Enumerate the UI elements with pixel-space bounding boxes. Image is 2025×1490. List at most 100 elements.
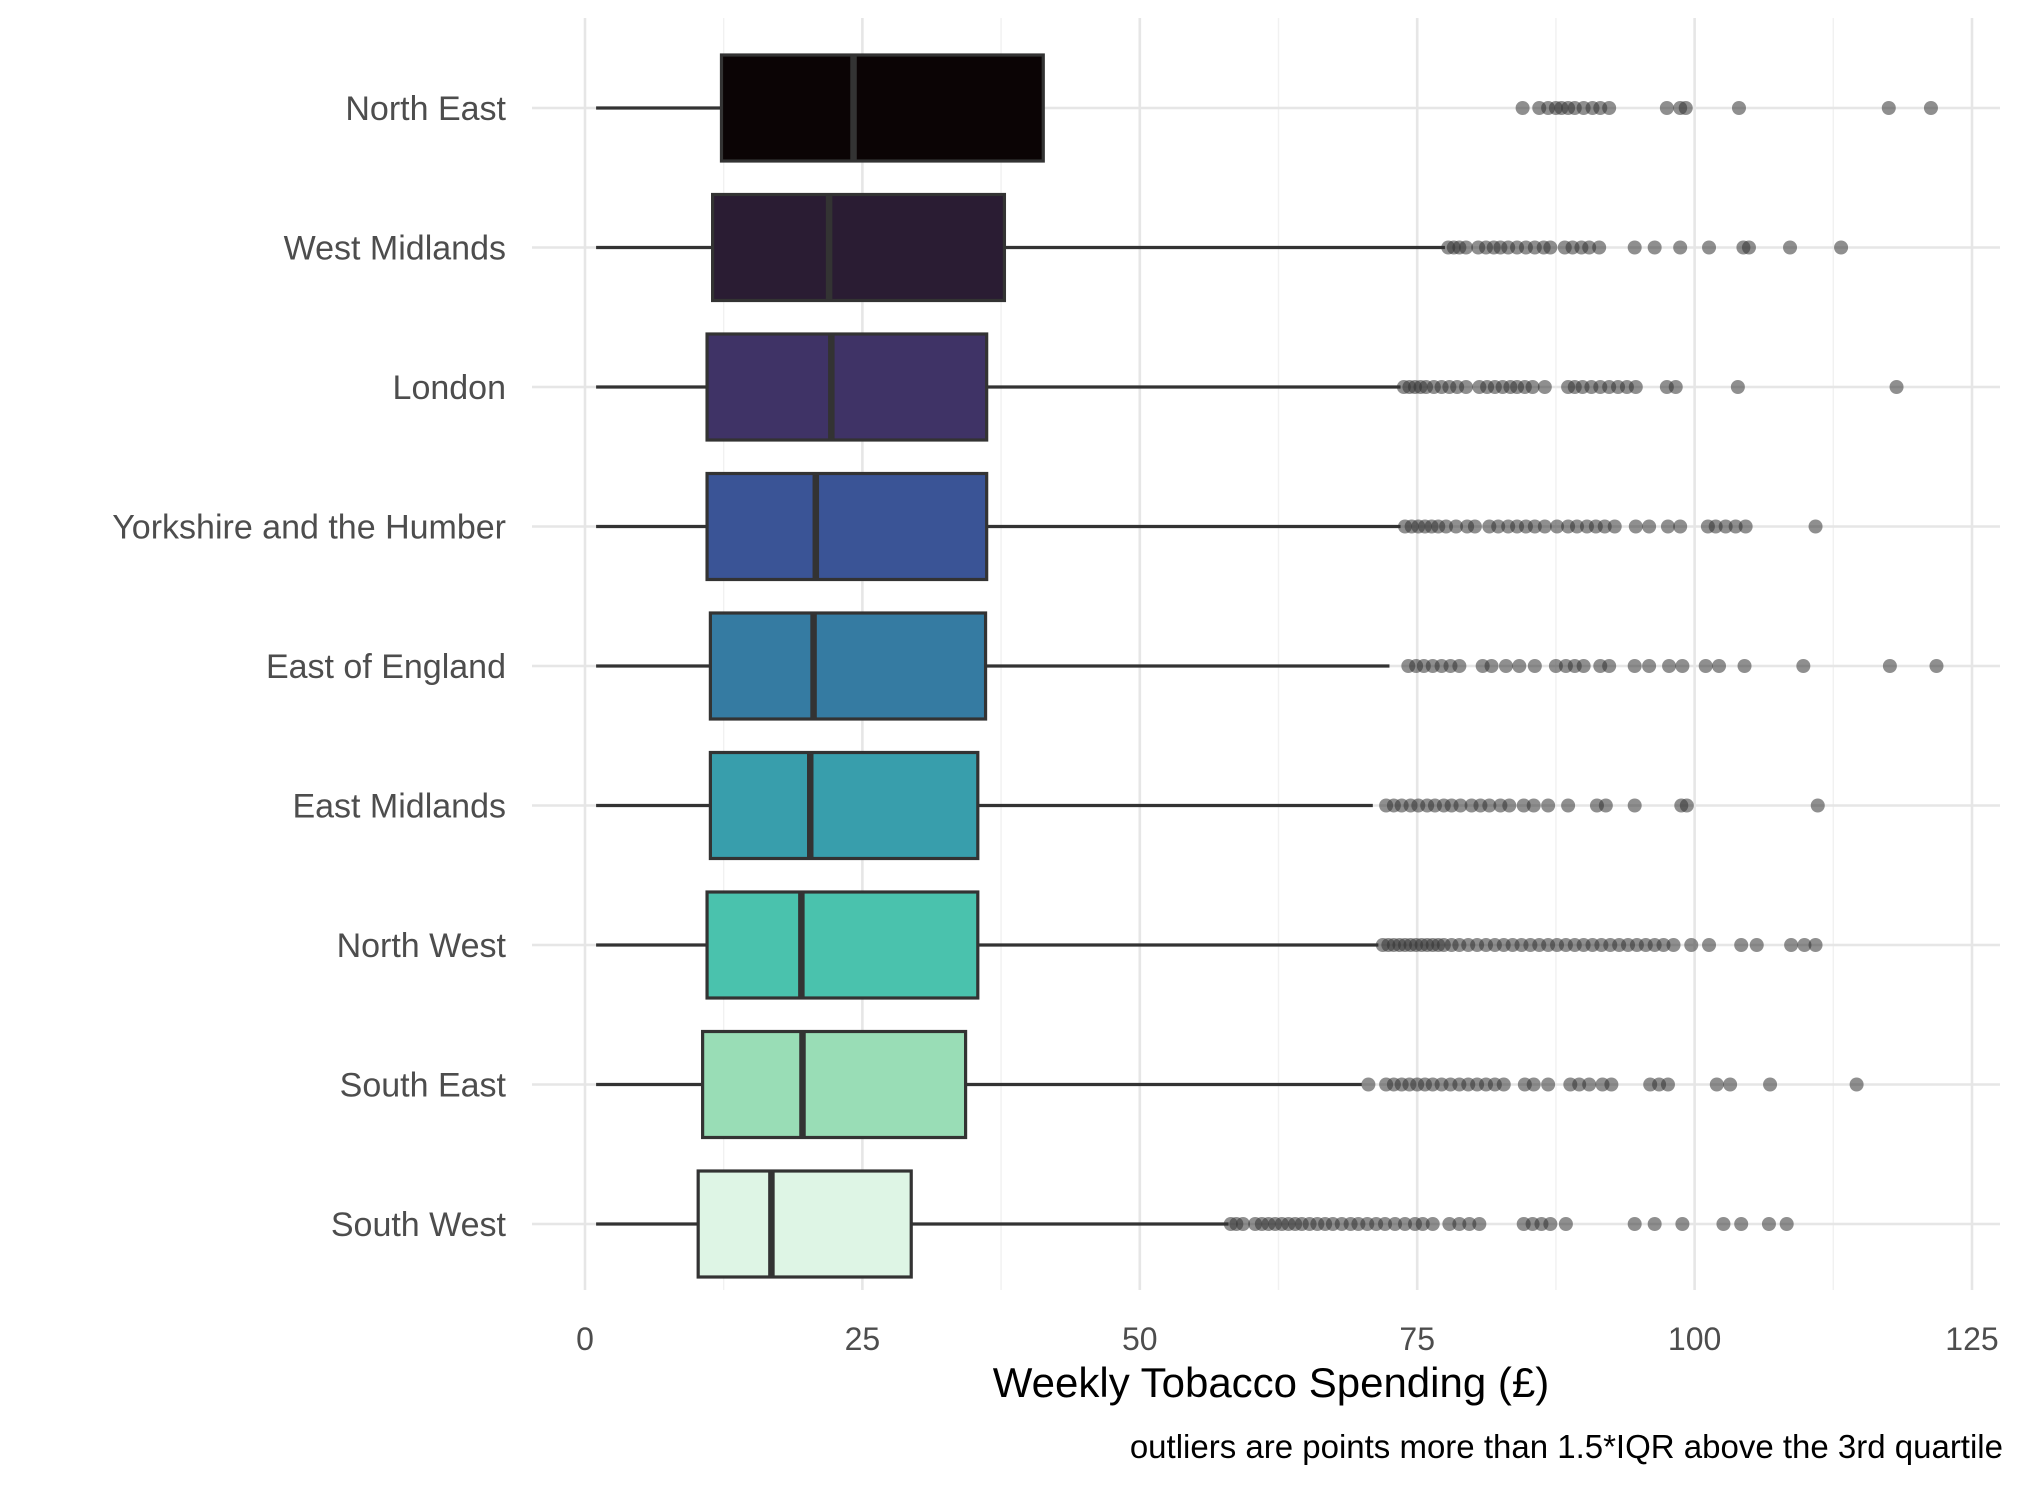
outlier-point bbox=[1491, 519, 1506, 534]
outlier-point bbox=[1572, 1077, 1587, 1092]
outlier-point bbox=[1582, 1077, 1597, 1092]
outlier-point bbox=[1527, 659, 1542, 673]
outlier-point bbox=[1881, 101, 1896, 115]
outlier-point bbox=[1378, 1217, 1393, 1231]
outlier-point bbox=[1512, 659, 1527, 673]
outlier-point bbox=[1526, 798, 1541, 813]
box-group bbox=[596, 890, 1823, 1000]
outlier-point bbox=[1582, 240, 1597, 255]
outlier-point bbox=[1642, 659, 1657, 673]
plot-area bbox=[596, 53, 1944, 1279]
y-tick-label: East of England bbox=[266, 648, 506, 686]
y-tick-label: South East bbox=[340, 1067, 507, 1105]
outlier-point bbox=[1659, 101, 1674, 115]
outlier-point bbox=[1388, 1217, 1403, 1231]
iqr-box bbox=[696, 1169, 913, 1279]
iqr-box bbox=[705, 332, 989, 442]
outlier-point bbox=[1502, 798, 1517, 813]
outlier-point bbox=[1467, 519, 1482, 534]
outlier-point bbox=[1709, 1077, 1724, 1092]
outlier-point bbox=[1716, 1217, 1731, 1231]
outlier-point bbox=[1660, 519, 1675, 534]
outlier-point bbox=[1678, 101, 1693, 115]
x-tick-label: 100 bbox=[1668, 1321, 1721, 1357]
outlier-point bbox=[1496, 1077, 1511, 1092]
outlier-point bbox=[1675, 659, 1690, 673]
outlier-point bbox=[1834, 240, 1849, 255]
outlier-point bbox=[1796, 659, 1811, 673]
outlier-point bbox=[1607, 519, 1622, 534]
outlier-point bbox=[1627, 240, 1642, 255]
y-tick-label: Yorkshire and the Humber bbox=[112, 509, 506, 547]
box-group bbox=[596, 611, 1944, 721]
outlier-point bbox=[1784, 938, 1799, 952]
outlier-point bbox=[1459, 240, 1474, 255]
outlier-point bbox=[1675, 1217, 1690, 1231]
outlier-point bbox=[1779, 1217, 1794, 1231]
outlier-point bbox=[1462, 1217, 1477, 1231]
outlier-point bbox=[1576, 659, 1591, 673]
outlier-point bbox=[1741, 240, 1756, 255]
outlier-point bbox=[1415, 1217, 1430, 1231]
outlier-point bbox=[1673, 240, 1688, 255]
outlier-point bbox=[1537, 380, 1552, 394]
outlier-point bbox=[1598, 798, 1613, 813]
outlier-point bbox=[1731, 101, 1746, 115]
outlier-point bbox=[1541, 798, 1556, 813]
outlier-point bbox=[1749, 938, 1764, 952]
x-tick-label: 50 bbox=[1122, 1321, 1158, 1357]
outlier-point bbox=[1453, 798, 1468, 813]
box-group bbox=[596, 1169, 1794, 1279]
outlier-point bbox=[1452, 659, 1467, 673]
outlier-point bbox=[1548, 659, 1563, 673]
outlier-point bbox=[1734, 1217, 1749, 1231]
outlier-point bbox=[1684, 938, 1699, 952]
outlier-point bbox=[1425, 1217, 1440, 1231]
outlier-point bbox=[1604, 1077, 1619, 1092]
y-tick-label: West Midlands bbox=[284, 230, 506, 268]
outlier-point bbox=[1708, 519, 1723, 534]
x-axis-title: Weekly Tobacco Spending (£) bbox=[993, 1359, 1549, 1406]
outlier-point bbox=[1361, 1077, 1376, 1092]
iqr-box bbox=[708, 750, 980, 861]
chart-caption: outliers are points more than 1.5*IQR ab… bbox=[1130, 1428, 2003, 1465]
outlier-point bbox=[1484, 659, 1499, 673]
outlier-point bbox=[1442, 1217, 1457, 1231]
outlier-point bbox=[1525, 380, 1540, 394]
outlier-point bbox=[1439, 519, 1454, 534]
outlier-point bbox=[1550, 519, 1565, 534]
outlier-point bbox=[1627, 798, 1642, 813]
outlier-point bbox=[1543, 240, 1558, 255]
outlier-point bbox=[1498, 659, 1513, 673]
outlier-point bbox=[1397, 1217, 1412, 1231]
outlier-point bbox=[1592, 240, 1607, 255]
outlier-point bbox=[1527, 519, 1542, 534]
outlier-point bbox=[1602, 659, 1617, 673]
outlier-point bbox=[1849, 1077, 1864, 1092]
box-group bbox=[596, 471, 1823, 582]
outlier-point bbox=[1647, 1217, 1662, 1231]
outlier-point bbox=[1882, 659, 1897, 673]
outlier-point bbox=[1627, 659, 1642, 673]
outlier-point bbox=[1808, 519, 1823, 534]
outlier-point bbox=[1738, 519, 1753, 534]
iqr-box bbox=[705, 890, 980, 1000]
y-tick-label: London bbox=[393, 369, 506, 407]
outlier-point bbox=[1561, 798, 1576, 813]
outlier-point bbox=[1889, 380, 1904, 394]
x-tick-label: 25 bbox=[845, 1321, 881, 1357]
outlier-point bbox=[1660, 1077, 1675, 1092]
outlier-point bbox=[1923, 101, 1938, 115]
y-tick-label: South West bbox=[331, 1206, 507, 1244]
outlier-point bbox=[1516, 798, 1531, 813]
outlier-point bbox=[1597, 519, 1612, 534]
iqr-box bbox=[701, 1029, 968, 1140]
outlier-point bbox=[1797, 938, 1812, 952]
outlier-point bbox=[1628, 519, 1643, 534]
outlier-point bbox=[1702, 240, 1717, 255]
outlier-point bbox=[1712, 659, 1727, 673]
iqr-box bbox=[711, 192, 1007, 303]
outlier-point bbox=[1783, 240, 1798, 255]
y-tick-label: North East bbox=[345, 90, 506, 128]
